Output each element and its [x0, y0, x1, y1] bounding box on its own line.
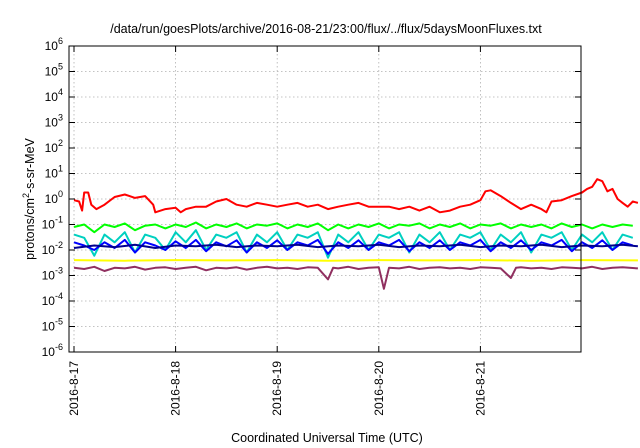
x-tick-label: 2016-8-17 — [67, 361, 81, 416]
series-line — [73, 178, 639, 214]
x-axis-label: Coordinated Universal Time (UTC) — [231, 431, 423, 445]
y-tick-label: 105 — [45, 62, 63, 79]
chart-title: /data/run/goesPlots/archive/2016-08-21/2… — [110, 22, 542, 36]
data-series — [73, 178, 639, 290]
y-tick-label: 102 — [45, 138, 63, 155]
y-tick-label: 10-2 — [42, 240, 63, 257]
x-tick-label: 2016-8-18 — [169, 361, 183, 416]
y-tick-label: 103 — [45, 113, 63, 130]
y-tick-label: 104 — [45, 87, 63, 104]
y-tick-label: 101 — [45, 164, 63, 181]
y-axis-ticks: 106 105 104 103 102 101 100 10-1 10-2 10-3 10-4 10-… — [42, 36, 581, 359]
x-axis-ticks: 2016-8-17 2016-8-18 2016-8-19 2016-8-20 2016… — [67, 46, 487, 416]
y-tick-label: 106 — [45, 36, 63, 53]
y-axis-label-pre: protons/cm — [23, 198, 37, 260]
y-axis-label-post: -s-sr-MeV — [23, 137, 37, 193]
y-axis-label-sup: 2 — [21, 193, 31, 198]
series-line — [73, 259, 638, 262]
y-tick-label: 100 — [45, 189, 63, 206]
series-line — [73, 221, 633, 234]
y-axis-label: protons/cm2-s-sr-MeV — [21, 137, 37, 259]
x-tick-label: 2016-8-21 — [473, 361, 487, 416]
series-line — [73, 265, 638, 290]
y-tick-label: 10-4 — [42, 291, 63, 308]
y-tick-label: 10-5 — [42, 317, 63, 334]
x-tick-label: 2016-8-19 — [270, 361, 284, 416]
y-tick-label: 10-3 — [42, 266, 63, 283]
series-line — [73, 243, 638, 249]
y-tick-label: 10-1 — [42, 215, 63, 232]
x-tick-label: 2016-8-20 — [372, 361, 386, 416]
y-tick-label: 10-6 — [42, 342, 63, 359]
series-line — [73, 238, 634, 255]
